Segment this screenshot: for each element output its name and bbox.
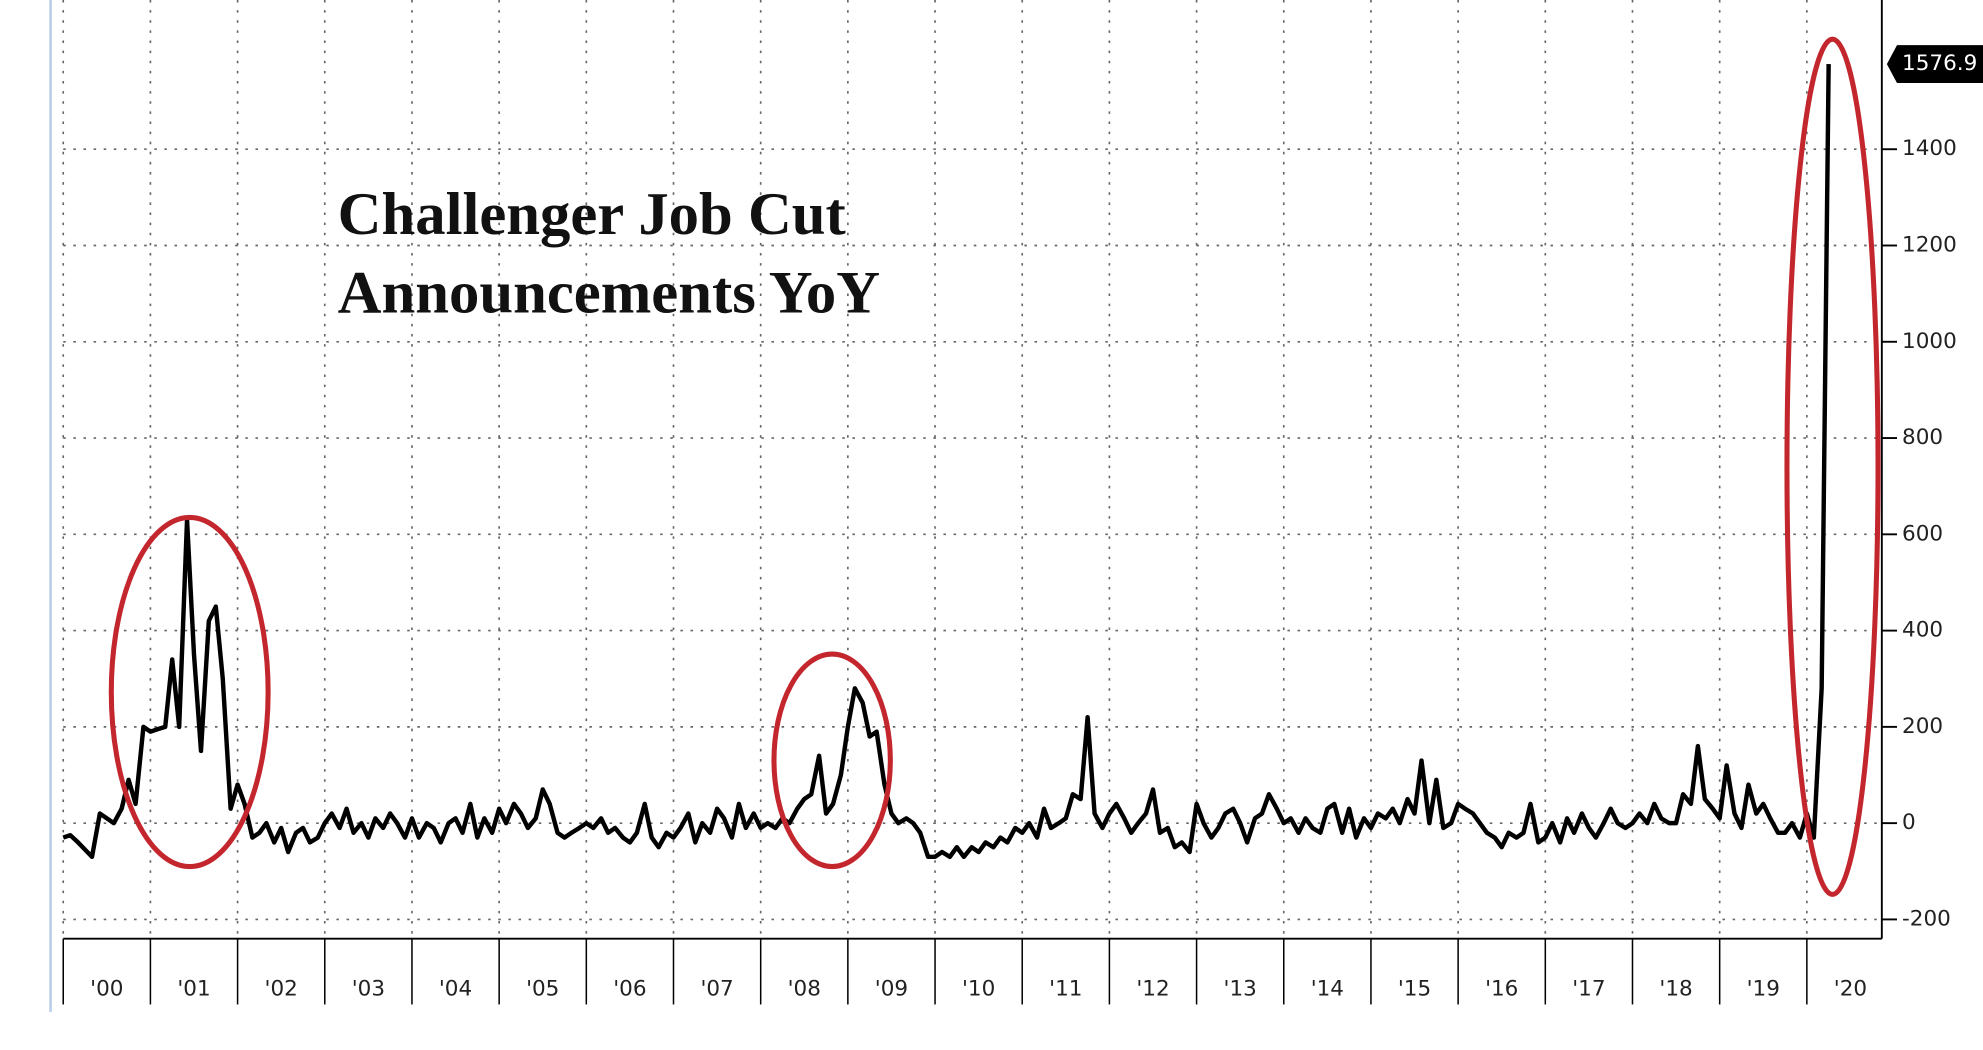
x-tick-label: '15: [1398, 976, 1431, 1001]
x-tick-label: '06: [613, 976, 646, 1001]
y-tick-label: 0: [1902, 810, 1916, 835]
highlight-ellipses: [108, 36, 1881, 897]
y-tick-label: -200: [1902, 906, 1951, 931]
x-tick-label: '01: [177, 976, 210, 1001]
x-tick-label: '12: [1136, 976, 1169, 1001]
ticks: -200 0 200 400 600 800 1000 1200 1400 '00 '01 '02 '0…: [62, 136, 1957, 1005]
x-tick-label: '20: [1834, 976, 1867, 1001]
x-tick-label: '00: [90, 976, 123, 1001]
highlight-ellipse: [771, 651, 893, 870]
x-tick-label: '13: [1224, 976, 1257, 1001]
y-tick-label: 1000: [1902, 329, 1957, 354]
x-tick-label: '09: [875, 976, 908, 1001]
highlight-ellipse: [108, 514, 271, 870]
y-tick-label: 1400: [1902, 136, 1957, 161]
callout-box: [1886, 45, 1983, 84]
x-tick-label: '17: [1572, 976, 1605, 1001]
data-line: [62, 64, 1831, 860]
x-tick-label: '16: [1485, 976, 1518, 1001]
x-tick-label: '18: [1659, 976, 1692, 1001]
highlight-ellipse: [1784, 36, 1881, 897]
last-value-callout: 1576.9: [1886, 45, 1983, 84]
y-tick-label: 800: [1902, 425, 1943, 450]
y-tick-label: 200: [1902, 714, 1943, 739]
plot-area: [62, 64, 1831, 860]
y-tick-label: 600: [1902, 521, 1943, 546]
x-tick-label: '11: [1049, 976, 1082, 1001]
x-tick-label: '08: [788, 976, 821, 1001]
chart-title: Challenger Job Cut: [338, 181, 846, 248]
chart-title: Announcements YoY: [338, 259, 880, 326]
x-tick-label: '04: [439, 976, 472, 1001]
y-tick-label: 400: [1902, 618, 1943, 643]
x-tick-label: '02: [265, 976, 298, 1001]
last-value-label: 1576.9: [1902, 51, 1977, 76]
x-tick-label: '07: [700, 976, 733, 1001]
x-tick-label: '14: [1311, 976, 1344, 1001]
x-tick-label: '05: [526, 976, 559, 1001]
x-tick-label: '19: [1747, 976, 1780, 1001]
y-tick-label: 1200: [1902, 232, 1957, 257]
x-tick-label: '03: [352, 976, 385, 1001]
x-tick-label: '10: [962, 976, 995, 1001]
